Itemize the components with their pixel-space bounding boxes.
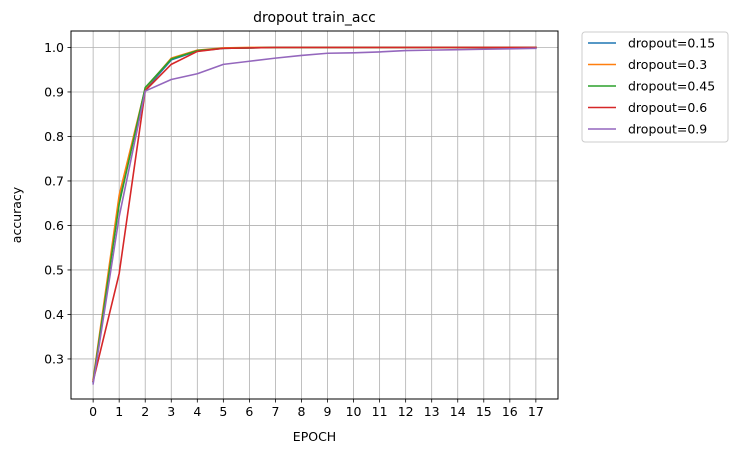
y-tick-label: 0.4 [44, 307, 64, 322]
series-line-1 [92, 46, 537, 381]
legend-label-4: dropout=0.9 [628, 122, 707, 137]
x-tick-label: 15 [476, 404, 492, 419]
x-tick-label: 17 [528, 404, 544, 419]
legend-label-0: dropout=0.15 [628, 36, 715, 51]
x-tick-label: 5 [219, 404, 227, 419]
x-tick-label: 6 [245, 404, 253, 419]
x-tick-label: 4 [193, 404, 201, 419]
x-tick-label: 7 [271, 404, 279, 419]
grid-layer [71, 31, 558, 399]
legend: dropout=0.15 dropout=0.3 dropout=0.45 dropo… [581, 31, 729, 143]
legend-label-1: dropout=0.3 [628, 57, 707, 72]
x-tick-label: 10 [346, 404, 362, 419]
x-tick-label: 9 [324, 404, 332, 419]
plot-frame [70, 30, 559, 400]
y-tick-label: 0.3 [44, 351, 64, 366]
series-line-2 [92, 46, 537, 383]
x-tick-label: 13 [424, 404, 440, 419]
x-tick-label: 0 [89, 404, 97, 419]
y-tick-label: 0.7 [44, 173, 64, 188]
x-axis: 0 1 2 3 4 5 6 7 8 9 10 11 12 13 14 15 16 17 [89, 399, 544, 419]
x-tick-label: 14 [450, 404, 466, 419]
chart-title: dropout train_acc [253, 10, 376, 26]
y-tick-label: 0.6 [44, 218, 64, 233]
x-tick-label: 16 [502, 404, 518, 419]
x-tick-label: 3 [167, 404, 175, 419]
series-line-3 [92, 46, 537, 383]
y-axis: 0.3 0.4 0.5 0.6 0.7 0.8 0.9 1.0 [44, 40, 71, 366]
y-tick-label: 0.5 [44, 262, 64, 277]
y-tick-label: 1.0 [44, 40, 64, 55]
x-tick-label: 1 [115, 404, 123, 419]
legend-box [581, 31, 729, 143]
series-line-4 [92, 47, 537, 385]
series-layer [92, 46, 537, 385]
y-axis-label: accuracy [9, 186, 24, 243]
x-tick-label: 11 [372, 404, 388, 419]
y-tick-label: 0.8 [44, 129, 64, 144]
x-tick-label: 2 [141, 404, 149, 419]
legend-label-2: dropout=0.45 [628, 79, 715, 94]
x-axis-label: EPOCH [293, 429, 336, 444]
x-tick-label: 12 [398, 404, 414, 419]
series-line-0 [92, 46, 537, 383]
y-tick-label: 0.9 [44, 84, 64, 99]
legend-label-3: dropout=0.6 [628, 100, 707, 115]
x-tick-label: 8 [298, 404, 306, 419]
